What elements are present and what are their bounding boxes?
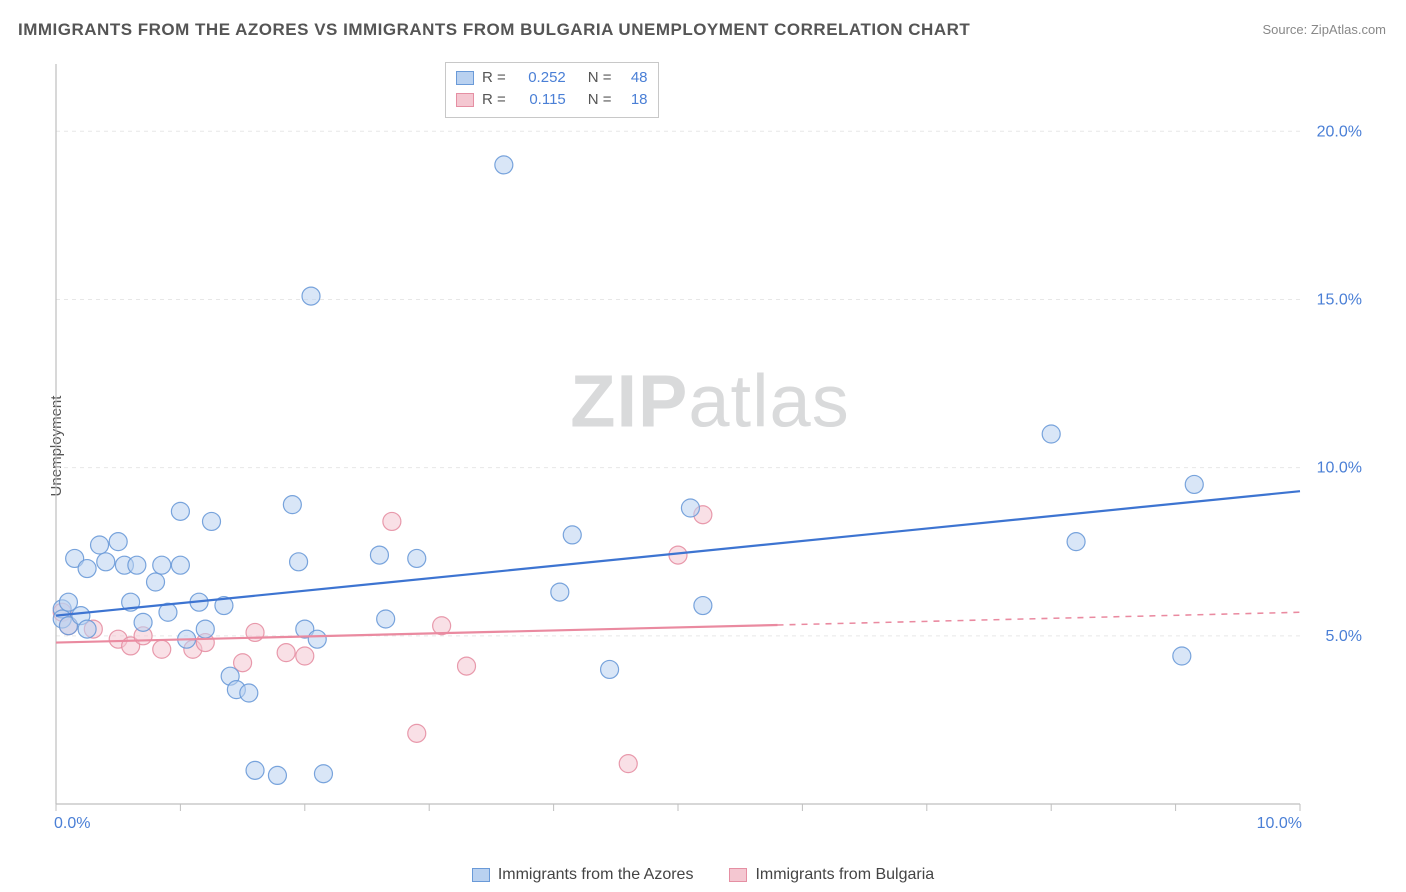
r-value: 0.252	[514, 67, 566, 89]
data-point-pink	[408, 724, 426, 742]
data-point-blue	[153, 556, 171, 574]
data-point-blue	[314, 765, 332, 783]
data-point-blue	[290, 553, 308, 571]
legend-swatch	[729, 868, 747, 882]
trendline-blue-solid	[56, 491, 1300, 615]
chart-title: IMMIGRANTS FROM THE AZORES VS IMMIGRANTS…	[18, 20, 970, 40]
data-point-pink	[458, 657, 476, 675]
data-point-blue	[377, 610, 395, 628]
y-tick-label: 20.0%	[1317, 123, 1362, 140]
series-name: Immigrants from the Azores	[498, 866, 694, 884]
chart-svg: 5.0% 10.0% 15.0% 20.0% 0.0% 10.0%	[50, 58, 1370, 838]
data-point-blue	[1185, 475, 1203, 493]
correlation-legend: R = 0.252 N = 48 R = 0.115 N = 18	[445, 62, 659, 118]
data-point-blue	[196, 620, 214, 638]
data-point-blue	[78, 560, 96, 578]
data-point-blue	[147, 573, 165, 591]
n-value: 48	[620, 67, 648, 89]
data-point-blue	[128, 556, 146, 574]
r-label: R =	[482, 67, 506, 89]
data-point-blue	[283, 496, 301, 514]
series-name: Immigrants from Bulgaria	[755, 866, 934, 884]
data-point-blue	[78, 620, 96, 638]
data-point-blue	[1067, 533, 1085, 551]
data-point-blue	[563, 526, 581, 544]
legend-row: R = 0.115 N = 18	[456, 89, 648, 111]
data-point-blue	[171, 556, 189, 574]
trendline-pink-dashed	[778, 612, 1300, 625]
x-tick-label: 0.0%	[54, 815, 90, 832]
data-point-pink	[619, 755, 637, 773]
data-point-blue	[1042, 425, 1060, 443]
data-point-blue	[171, 502, 189, 520]
x-tick-label: 10.0%	[1257, 815, 1302, 832]
legend-swatch	[456, 71, 474, 85]
plot-area: 5.0%10.0%15.0%20.0%0.0%10.0% ZIPatlas R …	[50, 58, 1370, 838]
legend-row: R = 0.252 N = 48	[456, 67, 648, 89]
data-point-blue	[694, 597, 712, 615]
data-point-pink	[383, 512, 401, 530]
y-tick-label: 15.0%	[1317, 291, 1362, 308]
n-label: N =	[588, 67, 612, 89]
data-point-blue	[268, 766, 286, 784]
data-point-blue	[601, 660, 619, 678]
data-point-blue	[302, 287, 320, 305]
r-label: R =	[482, 89, 506, 111]
legend-swatch	[472, 868, 490, 882]
series-legend: Immigrants from the Azores Immigrants fro…	[0, 866, 1406, 884]
data-point-blue	[308, 630, 326, 648]
series-legend-item: Immigrants from Bulgaria	[729, 866, 934, 884]
data-point-blue	[246, 761, 264, 779]
data-point-pink	[153, 640, 171, 658]
data-point-blue	[240, 684, 258, 702]
data-point-blue	[495, 156, 513, 174]
n-label: N =	[588, 89, 612, 111]
data-point-blue	[551, 583, 569, 601]
n-value: 18	[620, 89, 648, 111]
data-point-blue	[134, 613, 152, 631]
trendline-pink-solid	[56, 625, 778, 643]
data-point-blue	[203, 512, 221, 530]
y-tick-label: 10.0%	[1317, 460, 1362, 477]
data-point-blue	[1173, 647, 1191, 665]
y-tick-label: 5.0%	[1326, 628, 1362, 645]
series-legend-item: Immigrants from the Azores	[472, 866, 694, 884]
chart-container: IMMIGRANTS FROM THE AZORES VS IMMIGRANTS…	[0, 0, 1406, 892]
data-point-blue	[109, 533, 127, 551]
data-point-blue	[91, 536, 109, 554]
data-point-pink	[277, 644, 295, 662]
data-point-blue	[370, 546, 388, 564]
data-point-blue	[97, 553, 115, 571]
data-point-blue	[681, 499, 699, 517]
data-point-blue	[408, 549, 426, 567]
data-point-pink	[296, 647, 314, 665]
r-value: 0.115	[514, 89, 566, 111]
source-attribution: Source: ZipAtlas.com	[1262, 22, 1386, 37]
legend-swatch	[456, 93, 474, 107]
